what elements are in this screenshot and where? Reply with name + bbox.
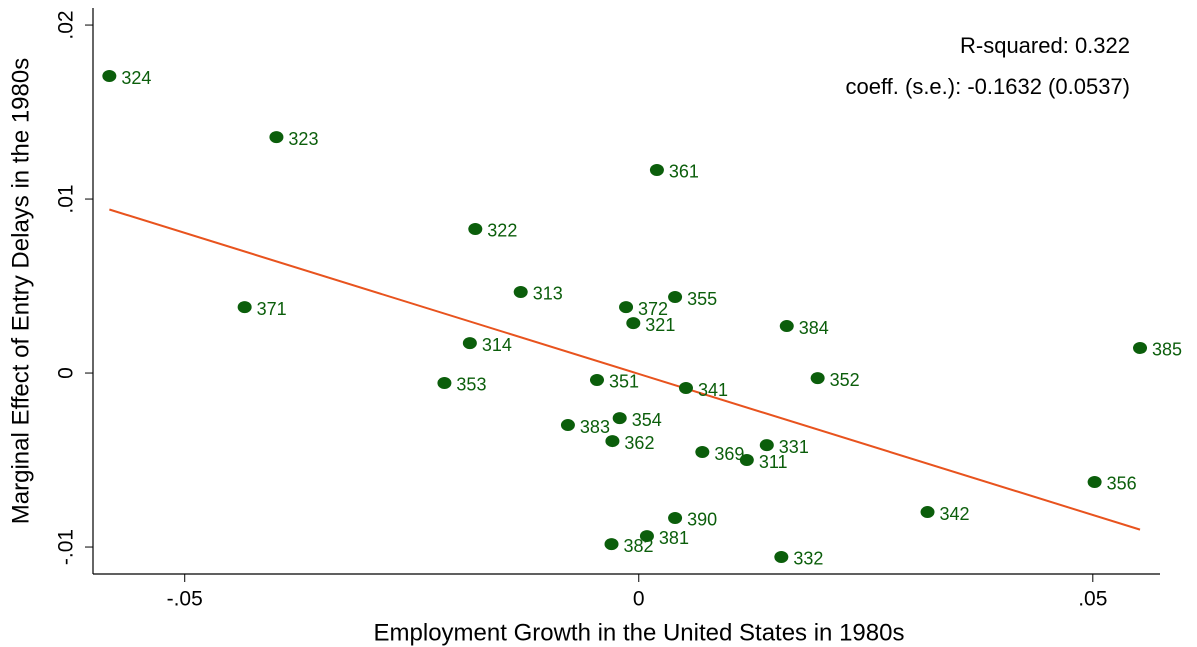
- point-label: 341: [698, 380, 728, 400]
- point-label: 381: [659, 528, 689, 548]
- point-label: 342: [940, 504, 970, 524]
- point: [237, 301, 252, 314]
- point: [810, 372, 825, 385]
- point: [695, 446, 710, 459]
- point: [102, 70, 117, 83]
- point: [1133, 341, 1148, 354]
- point-label: 361: [669, 162, 699, 182]
- point: [626, 317, 641, 330]
- point: [774, 550, 789, 563]
- point-label: 390: [687, 510, 717, 530]
- point: [779, 320, 794, 333]
- y-tick-label: .01: [55, 184, 78, 213]
- point: [649, 163, 664, 176]
- point-label: 369: [714, 444, 744, 464]
- point-label: 314: [482, 335, 512, 355]
- point: [560, 419, 575, 432]
- point: [639, 530, 654, 543]
- point-label: 311: [759, 452, 788, 472]
- point-label: 355: [687, 289, 717, 309]
- point-label: 313: [533, 284, 563, 304]
- x-axis-title: Employment Growth in the United States i…: [374, 619, 905, 646]
- fit-line: [109, 208, 1141, 531]
- point: [513, 285, 528, 298]
- point-label: 354: [632, 410, 662, 430]
- annotation: coeff. (s.e.): -0.1632 (0.0537): [845, 74, 1130, 99]
- point: [678, 382, 693, 395]
- y-axis-title: Marginal Effect of Entry Delays in the 1…: [7, 58, 34, 524]
- y-tick-label: 0: [55, 367, 78, 379]
- point: [462, 337, 477, 350]
- point-label: 323: [288, 129, 318, 149]
- point-label: 331: [779, 437, 809, 457]
- point: [739, 454, 754, 467]
- point: [605, 435, 620, 448]
- point-label: 351: [609, 372, 639, 392]
- x-tick-label: -.05: [167, 588, 203, 611]
- point-label: 321: [645, 315, 675, 335]
- point-label: 383: [580, 417, 610, 437]
- point: [668, 511, 683, 524]
- annotation: R-squared: 0.322: [960, 33, 1130, 58]
- y-tick-label: -.01: [55, 529, 78, 565]
- point-label: 322: [487, 221, 517, 241]
- point-label: 382: [624, 536, 654, 556]
- point-label: 332: [793, 549, 823, 569]
- point: [468, 222, 483, 235]
- point-label: 352: [830, 370, 860, 390]
- point-label: 324: [121, 68, 151, 88]
- point: [759, 439, 774, 452]
- point: [269, 131, 284, 144]
- point: [604, 538, 619, 551]
- point: [437, 376, 452, 389]
- x-tick-label: .05: [1078, 588, 1107, 611]
- point: [668, 291, 683, 304]
- point-label: 372: [638, 299, 668, 319]
- point-label: 353: [456, 375, 486, 395]
- y-tick-label: .02: [55, 10, 78, 39]
- point-label: 356: [1107, 474, 1137, 494]
- point: [589, 373, 604, 386]
- point-label: 362: [624, 433, 654, 453]
- point-label: 385: [1152, 340, 1182, 360]
- point: [1087, 475, 1102, 488]
- point: [619, 301, 634, 314]
- point: [612, 412, 627, 425]
- x-tick-label: 0: [633, 588, 645, 611]
- point-label: 384: [799, 318, 829, 338]
- point: [920, 506, 935, 519]
- point-label: 371: [257, 299, 287, 319]
